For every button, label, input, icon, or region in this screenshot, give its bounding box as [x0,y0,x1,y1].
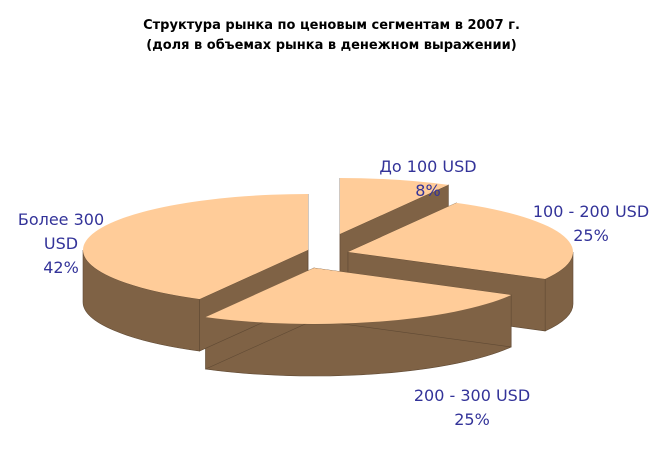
data-label: До 100 USD 8% [379,157,476,200]
slice-value-label: 25% [573,226,609,245]
slice-value-label: 25% [454,410,490,429]
chart-title: Структура рынка по ценовым сегментам в 2… [143,18,520,33]
slice-category-label: 100 - 200 USD [533,202,649,221]
pie-slice-2 [348,202,573,279]
chart-subtitle: (доля в объемах рынка в денежном выражен… [146,38,517,53]
slice-value-label: 42% [43,258,79,277]
slice-category-label: 200 - 300 USD [414,386,530,405]
pie-tops [82,177,573,324]
data-label: Более 300 USD 42% [18,210,104,277]
pie-slice-3 [205,268,512,324]
pie-slice-1 [340,177,449,234]
data-label: 100 - 200 USD 25% [533,202,649,245]
slice-category-label: До 100 USD [379,157,476,176]
pie-slice-4 [82,194,308,300]
slice-value-label: 8% [415,181,440,200]
data-label: 200 - 300 USD 25% [414,386,530,429]
slice-category-label: Более 300 [18,210,104,229]
slice-category-label: USD [44,234,78,253]
